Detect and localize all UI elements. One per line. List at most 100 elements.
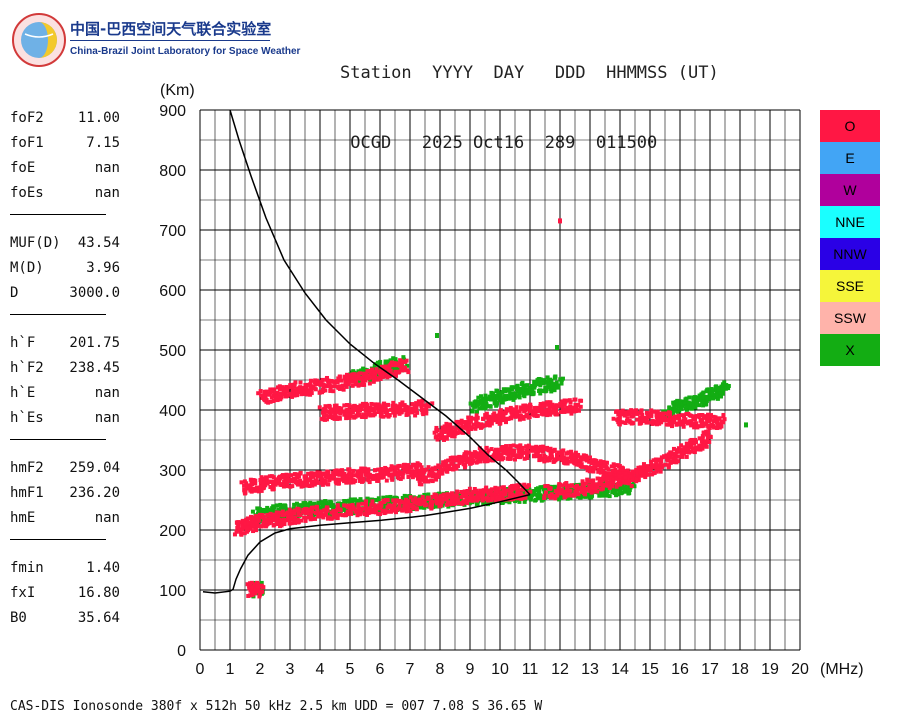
o-mode-point: [259, 589, 264, 594]
o-mode-point: [274, 520, 279, 525]
x-mode-point: [435, 504, 440, 509]
o-mode-point: [693, 437, 698, 442]
o-mode-point: [547, 458, 552, 463]
legend-item-nne: NNE: [820, 206, 880, 238]
o-mode-point: [489, 492, 494, 497]
o-mode-point: [305, 392, 310, 397]
o-mode-trace: [232, 482, 533, 537]
param-row: h`F 201.75: [10, 333, 120, 353]
x-tick-label: 17: [701, 661, 719, 678]
o-mode-point: [516, 489, 521, 494]
o-mode-point: [514, 412, 519, 417]
o-mode-point: [452, 501, 457, 506]
o-mode-point: [459, 421, 464, 426]
o-mode-point: [655, 463, 660, 468]
topside-profile-line: [229, 109, 531, 496]
x-mode-point: [447, 497, 452, 502]
x-mode-point: [378, 359, 383, 364]
o-mode-point: [573, 407, 578, 412]
x-mode-point: [298, 503, 303, 508]
x-mode-point: [475, 409, 480, 414]
o-mode-point: [707, 440, 712, 445]
o-mode-point: [367, 381, 372, 386]
x-mode-point: [726, 383, 731, 388]
o-mode-point: [384, 478, 389, 483]
x-mode-point: [515, 394, 520, 399]
o-mode-point: [519, 453, 524, 458]
o-mode-point: [499, 452, 504, 457]
x-mode-point: [261, 510, 266, 515]
o-mode-point: [352, 473, 357, 478]
o-mode-point: [368, 407, 373, 412]
param-row: h`E nan: [10, 383, 120, 403]
o-mode-point: [374, 367, 379, 372]
x-mode-point: [294, 501, 299, 506]
o-mode-point: [399, 403, 404, 408]
param-label: foF1: [10, 135, 44, 151]
o-mode-point: [379, 473, 384, 478]
o-mode-point: [333, 413, 338, 418]
o-mode-point: [592, 466, 597, 471]
o-mode-point: [305, 510, 310, 515]
o-mode-point: [583, 489, 588, 494]
o-mode-point: [645, 415, 650, 420]
o-mode-point: [682, 414, 687, 419]
x-mode-point: [543, 389, 548, 394]
o-mode-point: [537, 458, 542, 463]
param-value: 43.54: [77, 235, 120, 251]
x-mode-point: [684, 404, 689, 409]
o-mode-point: [675, 459, 680, 464]
x-mode-point: [418, 505, 423, 510]
o-mode-point: [335, 507, 340, 512]
o-mode-point: [344, 384, 349, 389]
o-mode-point: [410, 498, 415, 503]
o-mode-point: [317, 405, 322, 410]
o-mode-point: [525, 456, 530, 461]
o-mode-point: [327, 381, 332, 386]
o-mode-point: [604, 483, 609, 488]
o-mode-point: [464, 457, 469, 462]
param-value: nan: [94, 410, 120, 426]
o-mode-point: [378, 376, 383, 381]
x-mode-point: [715, 393, 720, 398]
o-mode-point: [549, 454, 554, 459]
o-mode-point: [263, 517, 268, 522]
o-mode-point: [609, 476, 614, 481]
o-mode-point: [484, 415, 489, 420]
o-mode-point: [602, 483, 607, 488]
o-mode-point: [406, 474, 411, 479]
x-mode-point: [552, 382, 557, 387]
o-mode-point: [643, 471, 648, 476]
o-mode-point: [550, 410, 555, 415]
o-mode-point: [261, 481, 266, 486]
o-mode-point: [477, 452, 482, 457]
o-mode-point: [623, 420, 628, 425]
o-mode-point: [255, 584, 260, 589]
o-mode-point: [363, 503, 368, 508]
o-mode-point: [457, 501, 462, 506]
o-mode-point: [481, 491, 486, 496]
o-mode-point: [721, 420, 726, 425]
o-mode-point: [423, 503, 428, 508]
o-mode-point: [272, 512, 277, 517]
o-mode-point: [331, 511, 336, 516]
x-mode-point: [504, 396, 509, 401]
o-mode-point: [439, 503, 444, 508]
o-mode-point: [264, 392, 269, 397]
o-mode-point: [357, 475, 362, 480]
o-mode-point: [410, 402, 415, 407]
o-mode-point: [280, 475, 285, 480]
x-tick-label: 6: [376, 661, 385, 678]
o-mode-point: [404, 466, 409, 471]
o-mode-point: [372, 376, 377, 381]
x-mode-point: [550, 382, 555, 387]
o-mode-point: [614, 483, 619, 488]
o-mode-point: [368, 413, 373, 418]
o-mode-point: [467, 486, 472, 491]
o-mode-point: [444, 421, 449, 426]
param-row: foF2 11.00: [10, 108, 120, 128]
x-mode-point: [357, 499, 362, 504]
x-mode-point: [483, 393, 488, 398]
o-mode-point: [262, 476, 267, 481]
o-mode-point: [509, 495, 514, 500]
